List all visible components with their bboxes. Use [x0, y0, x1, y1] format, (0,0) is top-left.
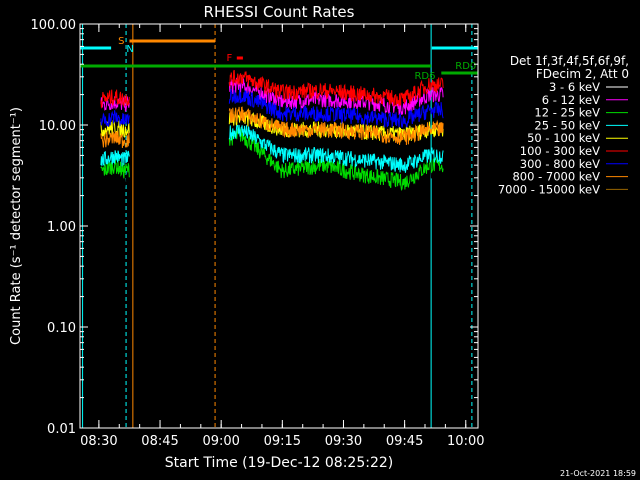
series-line-5-seg-1 — [228, 69, 444, 107]
series-line-6-seg-0 — [100, 110, 130, 127]
x-tick-label-1: 08:45 — [141, 434, 178, 449]
flag-label-rd6: RD6 — [414, 71, 435, 82]
flag-label-rd0: RD0 — [455, 61, 476, 72]
series-line-3-seg-1 — [228, 124, 444, 173]
legend-label-3: 25 - 50 keV — [534, 118, 600, 132]
legend-label-6: 300 - 800 keV — [520, 157, 600, 171]
series-line-1-seg-1 — [228, 77, 444, 116]
series-line-7-seg-1 — [228, 106, 444, 146]
y-tick-label-3: 10.00 — [39, 119, 76, 134]
legend-label-4: 50 - 100 keV — [527, 131, 600, 145]
series-line-7-seg-0 — [100, 130, 130, 149]
series-line-5-seg-0 — [100, 89, 130, 109]
series-line-0-seg-0 — [100, 170, 130, 194]
x-tick-label-3: 09:15 — [264, 434, 301, 449]
x-tick-label-0: 08:30 — [80, 434, 117, 449]
legend-header-line-1: Det 1f,3f,4f,5f,6f,9f, — [510, 54, 629, 68]
legend-label-2: 12 - 25 keV — [534, 106, 600, 120]
series-line-6-seg-1 — [228, 88, 444, 128]
footer-date: 21-Oct-2021 18:59 — [560, 469, 636, 478]
y-axis-label: Count Rate (s⁻¹ detector segment⁻¹) — [9, 107, 24, 345]
legend-label-0: 3 - 6 keV — [549, 80, 600, 94]
y-tick-label-0: 0.01 — [47, 422, 76, 437]
flag-label-night: N — [126, 44, 133, 55]
chart-title: RHESSI Count Rates — [204, 3, 355, 21]
x-axis-label: Start Time (19-Dec-12 08:25:22) — [165, 455, 393, 471]
legend-label-1: 6 - 12 keV — [542, 93, 600, 107]
flag-label-saa: S — [118, 36, 124, 47]
legend-header-line-2: FDecim 2, Att 0 — [536, 67, 629, 81]
legend-label-8: 7000 - 15000 keV — [498, 182, 600, 196]
x-tick-label-4: 09:30 — [325, 434, 362, 449]
legend-label-5: 100 - 300 keV — [520, 144, 600, 158]
series-line-3-seg-0 — [100, 150, 130, 167]
flag-label-flare: F — [226, 53, 232, 64]
x-tick-label-5: 09:45 — [386, 434, 423, 449]
series-line-2-seg-1 — [228, 128, 444, 192]
y-tick-label-2: 1.00 — [47, 220, 76, 235]
y-tick-label-4: 100.00 — [31, 18, 77, 33]
legend-label-7: 800 - 7000 keV — [512, 170, 600, 184]
y-tick-label-1: 0.10 — [47, 321, 76, 336]
series-line-1-seg-0 — [100, 95, 130, 112]
x-tick-label-6: 10:00 — [447, 434, 484, 449]
x-tick-label-2: 09:00 — [202, 434, 239, 449]
